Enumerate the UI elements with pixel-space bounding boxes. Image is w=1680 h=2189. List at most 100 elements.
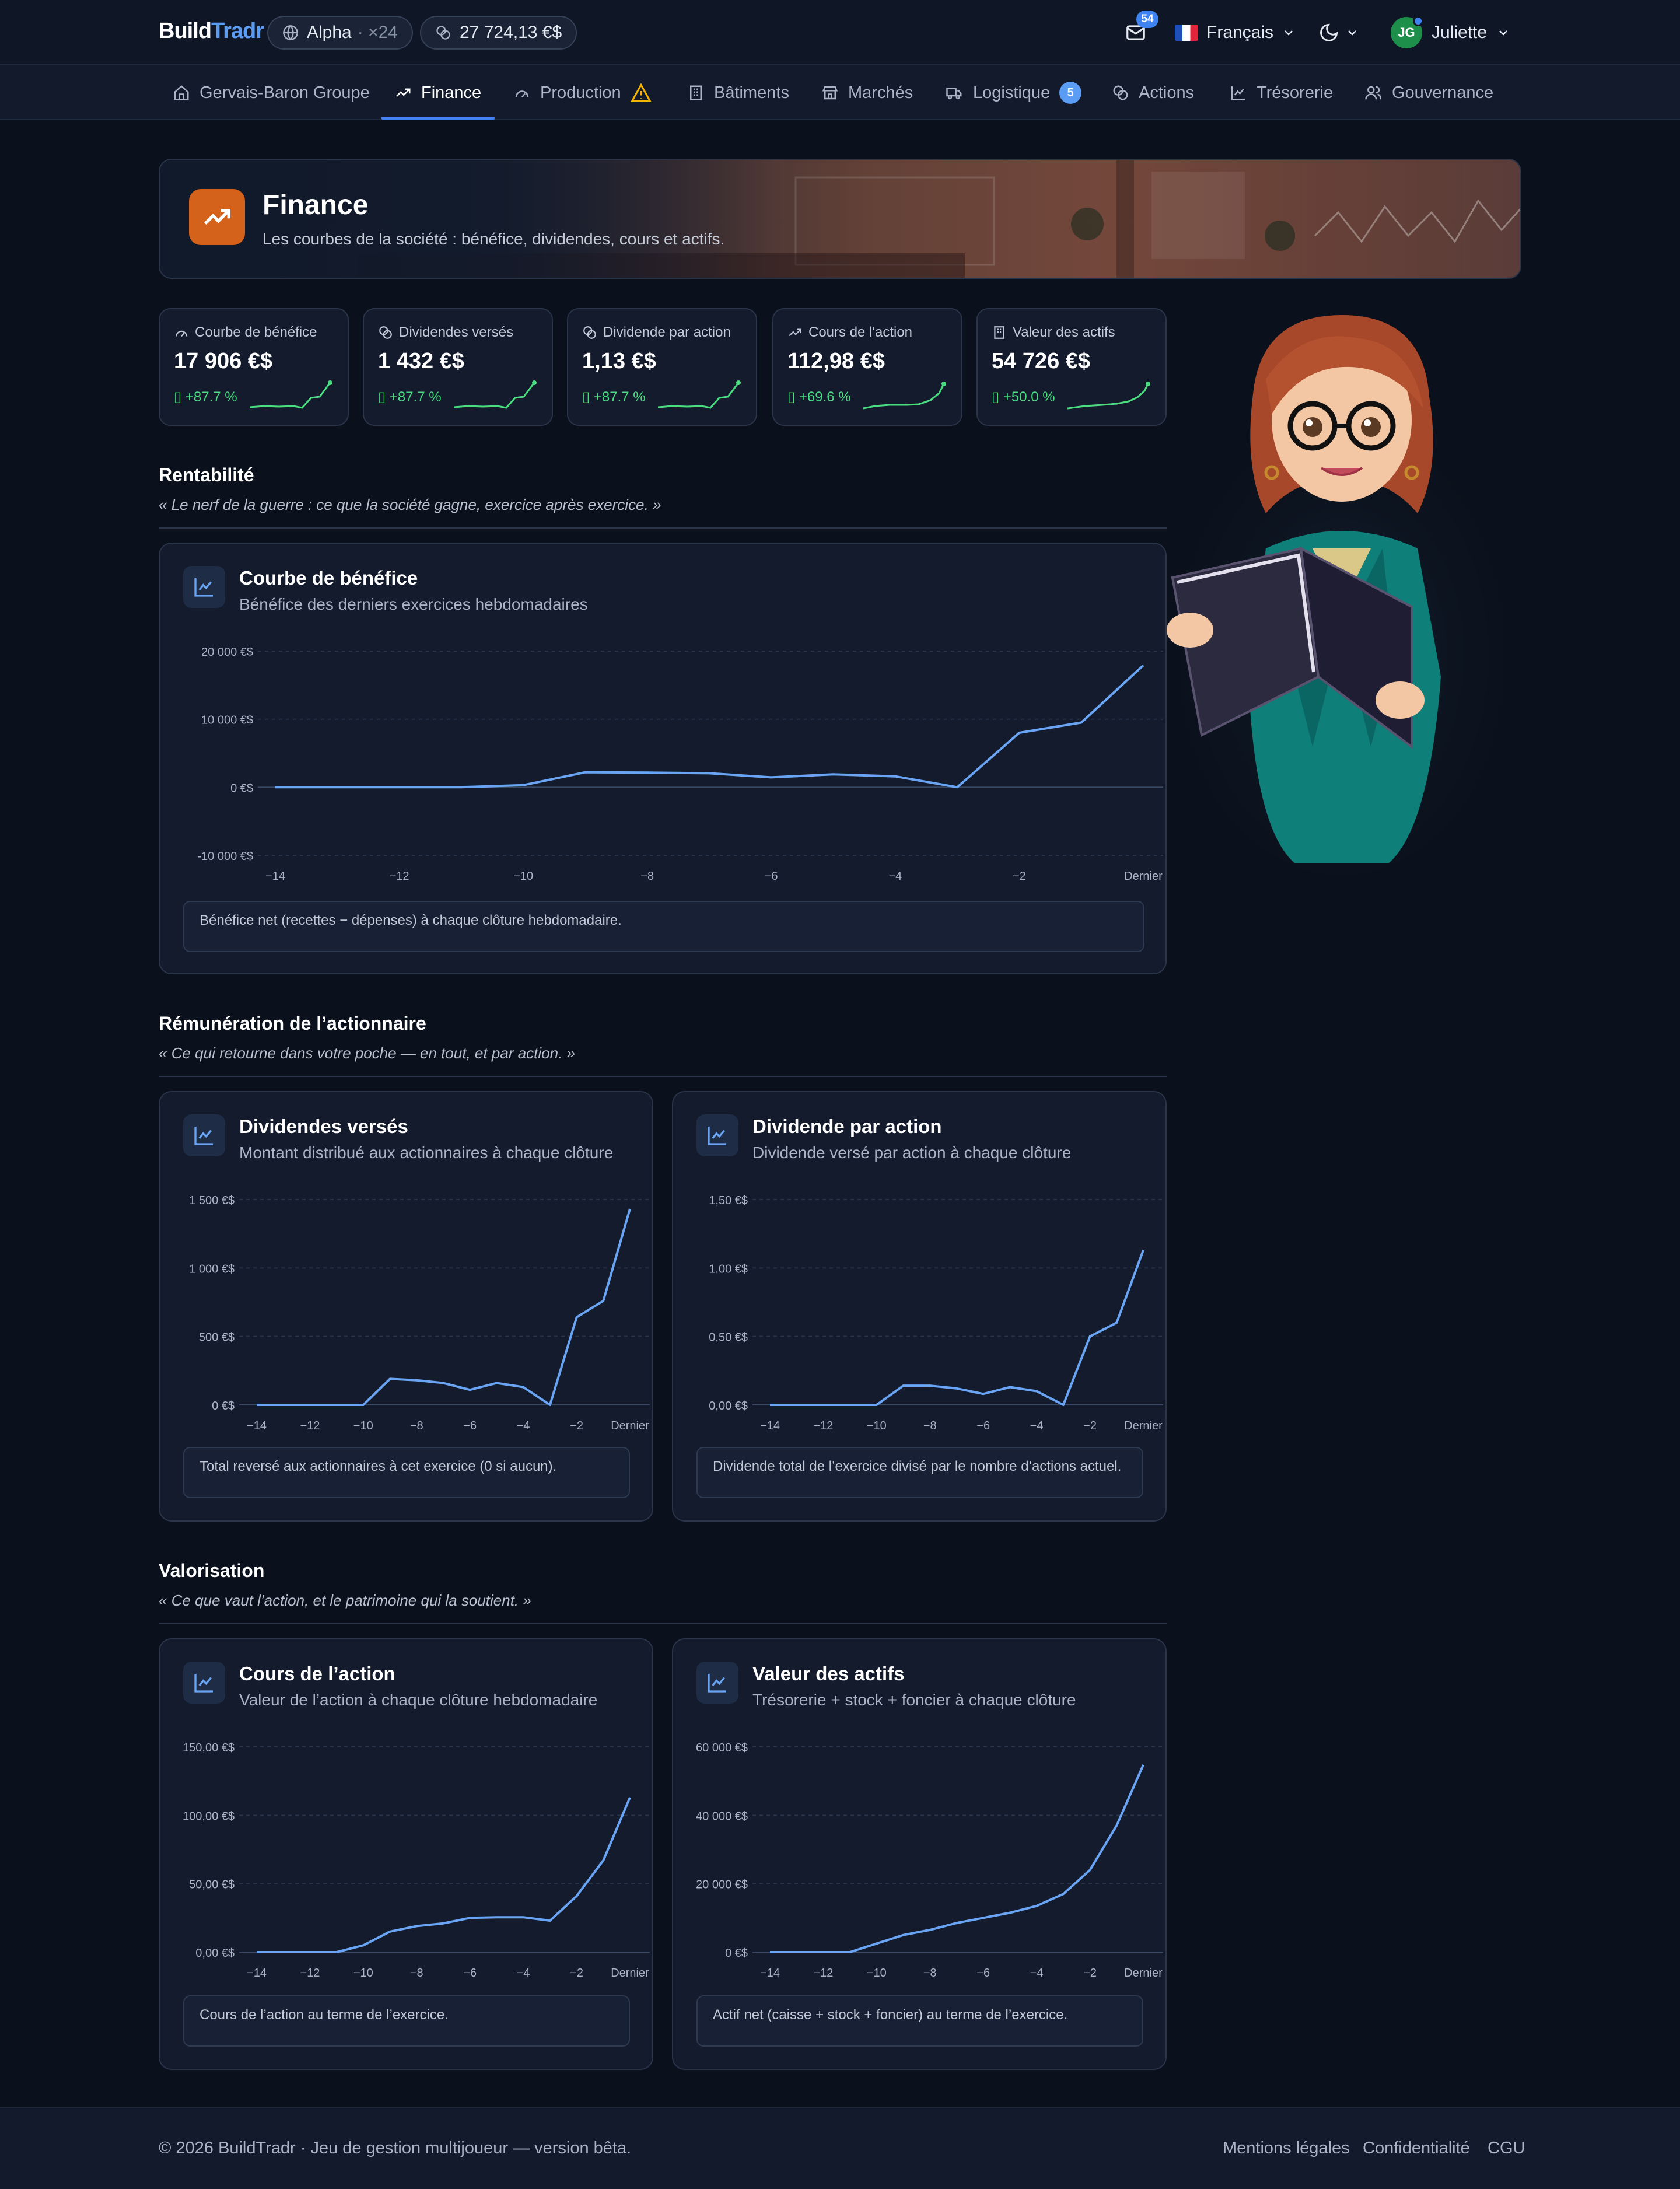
nav-item-marches[interactable]: Marchés [821,65,913,120]
kpi-card-actifs[interactable]: Valeur des actifs 54 726 €$ ▯ +50.0 % [977,308,1167,426]
kpi-card-dividendes[interactable]: Dividendes versés 1 432 €$ ▯ +87.7 % [363,308,553,426]
chevron-down-icon [1284,30,1293,36]
kpi-card-dpa[interactable]: Dividende par action 1,13 €$ ▯ +87.7 % [567,308,757,426]
kpi-value: 112,98 €$ [788,349,885,373]
chart-note: Actif net (caisse + stock + foncier) au … [696,1995,1143,2047]
y-tick-label: 100,00 €$ [183,1810,235,1823]
finance-hero-icon [189,189,245,245]
series-line [257,1208,631,1406]
x-tick-label: −10 [354,1967,373,1980]
trending-up-icon [204,209,230,225]
x-tick-label: −10 [867,1419,887,1432]
x-tick-label: −2 [570,1419,583,1432]
flag-fr-icon [1175,25,1198,41]
kpi-value: 54 726 €$ [992,349,1091,373]
section-title-valorisation: Valorisation [159,1560,265,1581]
chart-cours[interactable]: 0,00 €$ 50,00 €$ 100,00 €$ 150,00 €$ −14 −12 −… [160,1639,654,2071]
mail-icon [1126,25,1145,40]
x-tick-label: −6 [463,1419,477,1432]
chart-subtitle: Bénéfice des derniers exercices hebdomad… [239,595,588,613]
footer-copyright: © 2026 BuildTradr · Jeu de gestion multi… [159,2139,632,2157]
series-line [770,1250,1144,1406]
active-tab-indicator [382,117,495,120]
user-menu[interactable]: JG Juliette [1391,16,1510,48]
y-tick-label: 0,00 €$ [195,1947,235,1960]
chart-note: Dividende total de l’exercice divisé par… [696,1447,1143,1498]
balance-pill[interactable]: 27 724,13 €$ [420,16,578,50]
x-tick-label: −6 [977,1419,990,1432]
series-line [275,664,1144,789]
nav-item-gouvernance[interactable]: Gouvernance [1364,65,1493,120]
chart-card-dpa: Dividende par action Dividende versé par… [672,1091,1167,1522]
language-selector[interactable]: Français [1175,18,1296,48]
x-tick-label: −12 [300,1967,320,1980]
chart-card-benefice: Courbe de bénéfice Bénéfice des derniers… [159,543,1167,974]
footer-link-cgu[interactable]: CGU [1488,2139,1525,2157]
kpi-value: 17 906 €$ [174,349,273,373]
coins-icon [583,326,596,339]
kpi-card-cours[interactable]: Cours de l'action 112,98 €$ ▯ +69.6 % [772,308,963,426]
chart-title: Cours de l’action [239,1663,396,1684]
kpi-delta: ▯ +87.7 % [174,389,237,405]
kpi-delta: ▯ +87.7 % [582,389,646,405]
footer-link-confidentialite[interactable]: Confidentialité [1363,2139,1470,2157]
nav-item-batiments[interactable]: Bâtiments [687,65,789,120]
warning-icon [631,83,652,102]
kpi-label: Dividende par action [603,324,731,340]
server-selector[interactable]: Alpha · ×24 [267,16,413,50]
chevron-down-icon [1499,30,1507,36]
x-tick-label: −6 [977,1967,990,1980]
y-tick-label: 150,00 €$ [183,1742,235,1754]
chart-title: Valeur des actifs [752,1663,905,1684]
balance-value: 27 724,13 €$ [460,23,562,42]
chart-title: Dividende par action [752,1116,942,1137]
kpi-label: Valeur des actifs [1013,324,1115,340]
chart-subtitle: Montant distribué aux actionnaires à cha… [239,1144,614,1162]
chart-subtitle: Trésorerie + stock + foncier à chaque cl… [752,1691,1076,1709]
footer-link-mentions[interactable]: Mentions légales [1223,2139,1350,2157]
kpi-delta: ▯ +50.0 % [992,389,1055,405]
nav-item-tresorerie[interactable]: Trésorerie [1230,65,1333,120]
page-subtitle: Les courbes de la société : bénéfice, di… [262,230,725,248]
section-title-rentabilite: Rentabilité [159,464,254,485]
nav-item-logistique[interactable]: Logistique 5 [945,65,1082,120]
theme-toggle[interactable] [1318,18,1359,48]
x-tick-label: −10 [513,870,533,883]
moon-icon [1320,23,1338,41]
x-tick-label: −12 [813,1967,833,1980]
logo[interactable]: BuildTradr [159,19,264,43]
chart-card-icon [696,1114,738,1156]
x-tick-label: −2 [1083,1419,1097,1432]
chart-card-actifs: Valeur des actifs Trésorerie + stock + f… [672,1638,1167,2070]
chart-actifs[interactable]: 0 €$ 20 000 €$ 40 000 €$ 60 000 €$ −14 −12 −10… [673,1639,1168,2071]
store-icon [822,86,838,100]
x-tick-label: Dernier [1124,870,1163,883]
nav-item-actions[interactable]: Actions [1112,65,1194,120]
section-title-remuneration: Rémunération de l’actionnaire [159,1013,426,1034]
y-tick-label: 1,00 €$ [709,1263,748,1275]
y-tick-label: -10 000 €$ [197,850,253,863]
section-quote-valorisation: « Ce que vaut l’action, et le patrimoine… [159,1592,531,1609]
y-tick-label: 0 €$ [230,782,253,795]
chart-dpa[interactable]: 0,00 €$ 0,50 €$ 1,00 €$ 1,50 €$ −14 −12 −10 −8 −… [673,1092,1168,1523]
nav-item-groupe[interactable]: Gervais-Baron Groupe [173,65,370,120]
nav-item-finance[interactable]: Finance [394,65,481,120]
kpi-card-benefice[interactable]: Courbe de bénéfice 17 906 €$ ▯ +87.7 % [159,308,349,426]
x-tick-label: −8 [410,1967,424,1980]
series-line [770,1764,1144,1953]
gauge-icon [515,90,529,98]
chart-subtitle: Dividende versé par action à chaque clôt… [752,1144,1072,1162]
kpi-delta: ▯ +69.6 % [788,389,851,405]
top-bar: BuildTradr Alpha · ×24 27 724,13 €$ 54 F… [0,0,1680,65]
nav-item-production[interactable]: Production [513,65,661,120]
x-tick-label: −2 [570,1967,583,1980]
x-tick-label: −2 [1013,870,1026,883]
section-quote-rentabilite: « Le nerf de la guerre : ce que la socié… [159,496,662,513]
globe-icon [283,25,298,40]
chart-benefice[interactable]: -10 000 €$ 0 €$ 10 000 €$ 20 000 €$ −14 −12 −1… [160,544,1168,975]
y-tick-label: 40 000 €$ [696,1810,748,1823]
mail-button[interactable] [1125,18,1147,48]
x-tick-label: Dernier [611,1419,649,1432]
chart-dividendes[interactable]: 0 €$ 500 €$ 1 000 €$ 1 500 €$ −14 −12 −10 −8 −6 −… [160,1092,654,1523]
home-icon [174,85,189,100]
